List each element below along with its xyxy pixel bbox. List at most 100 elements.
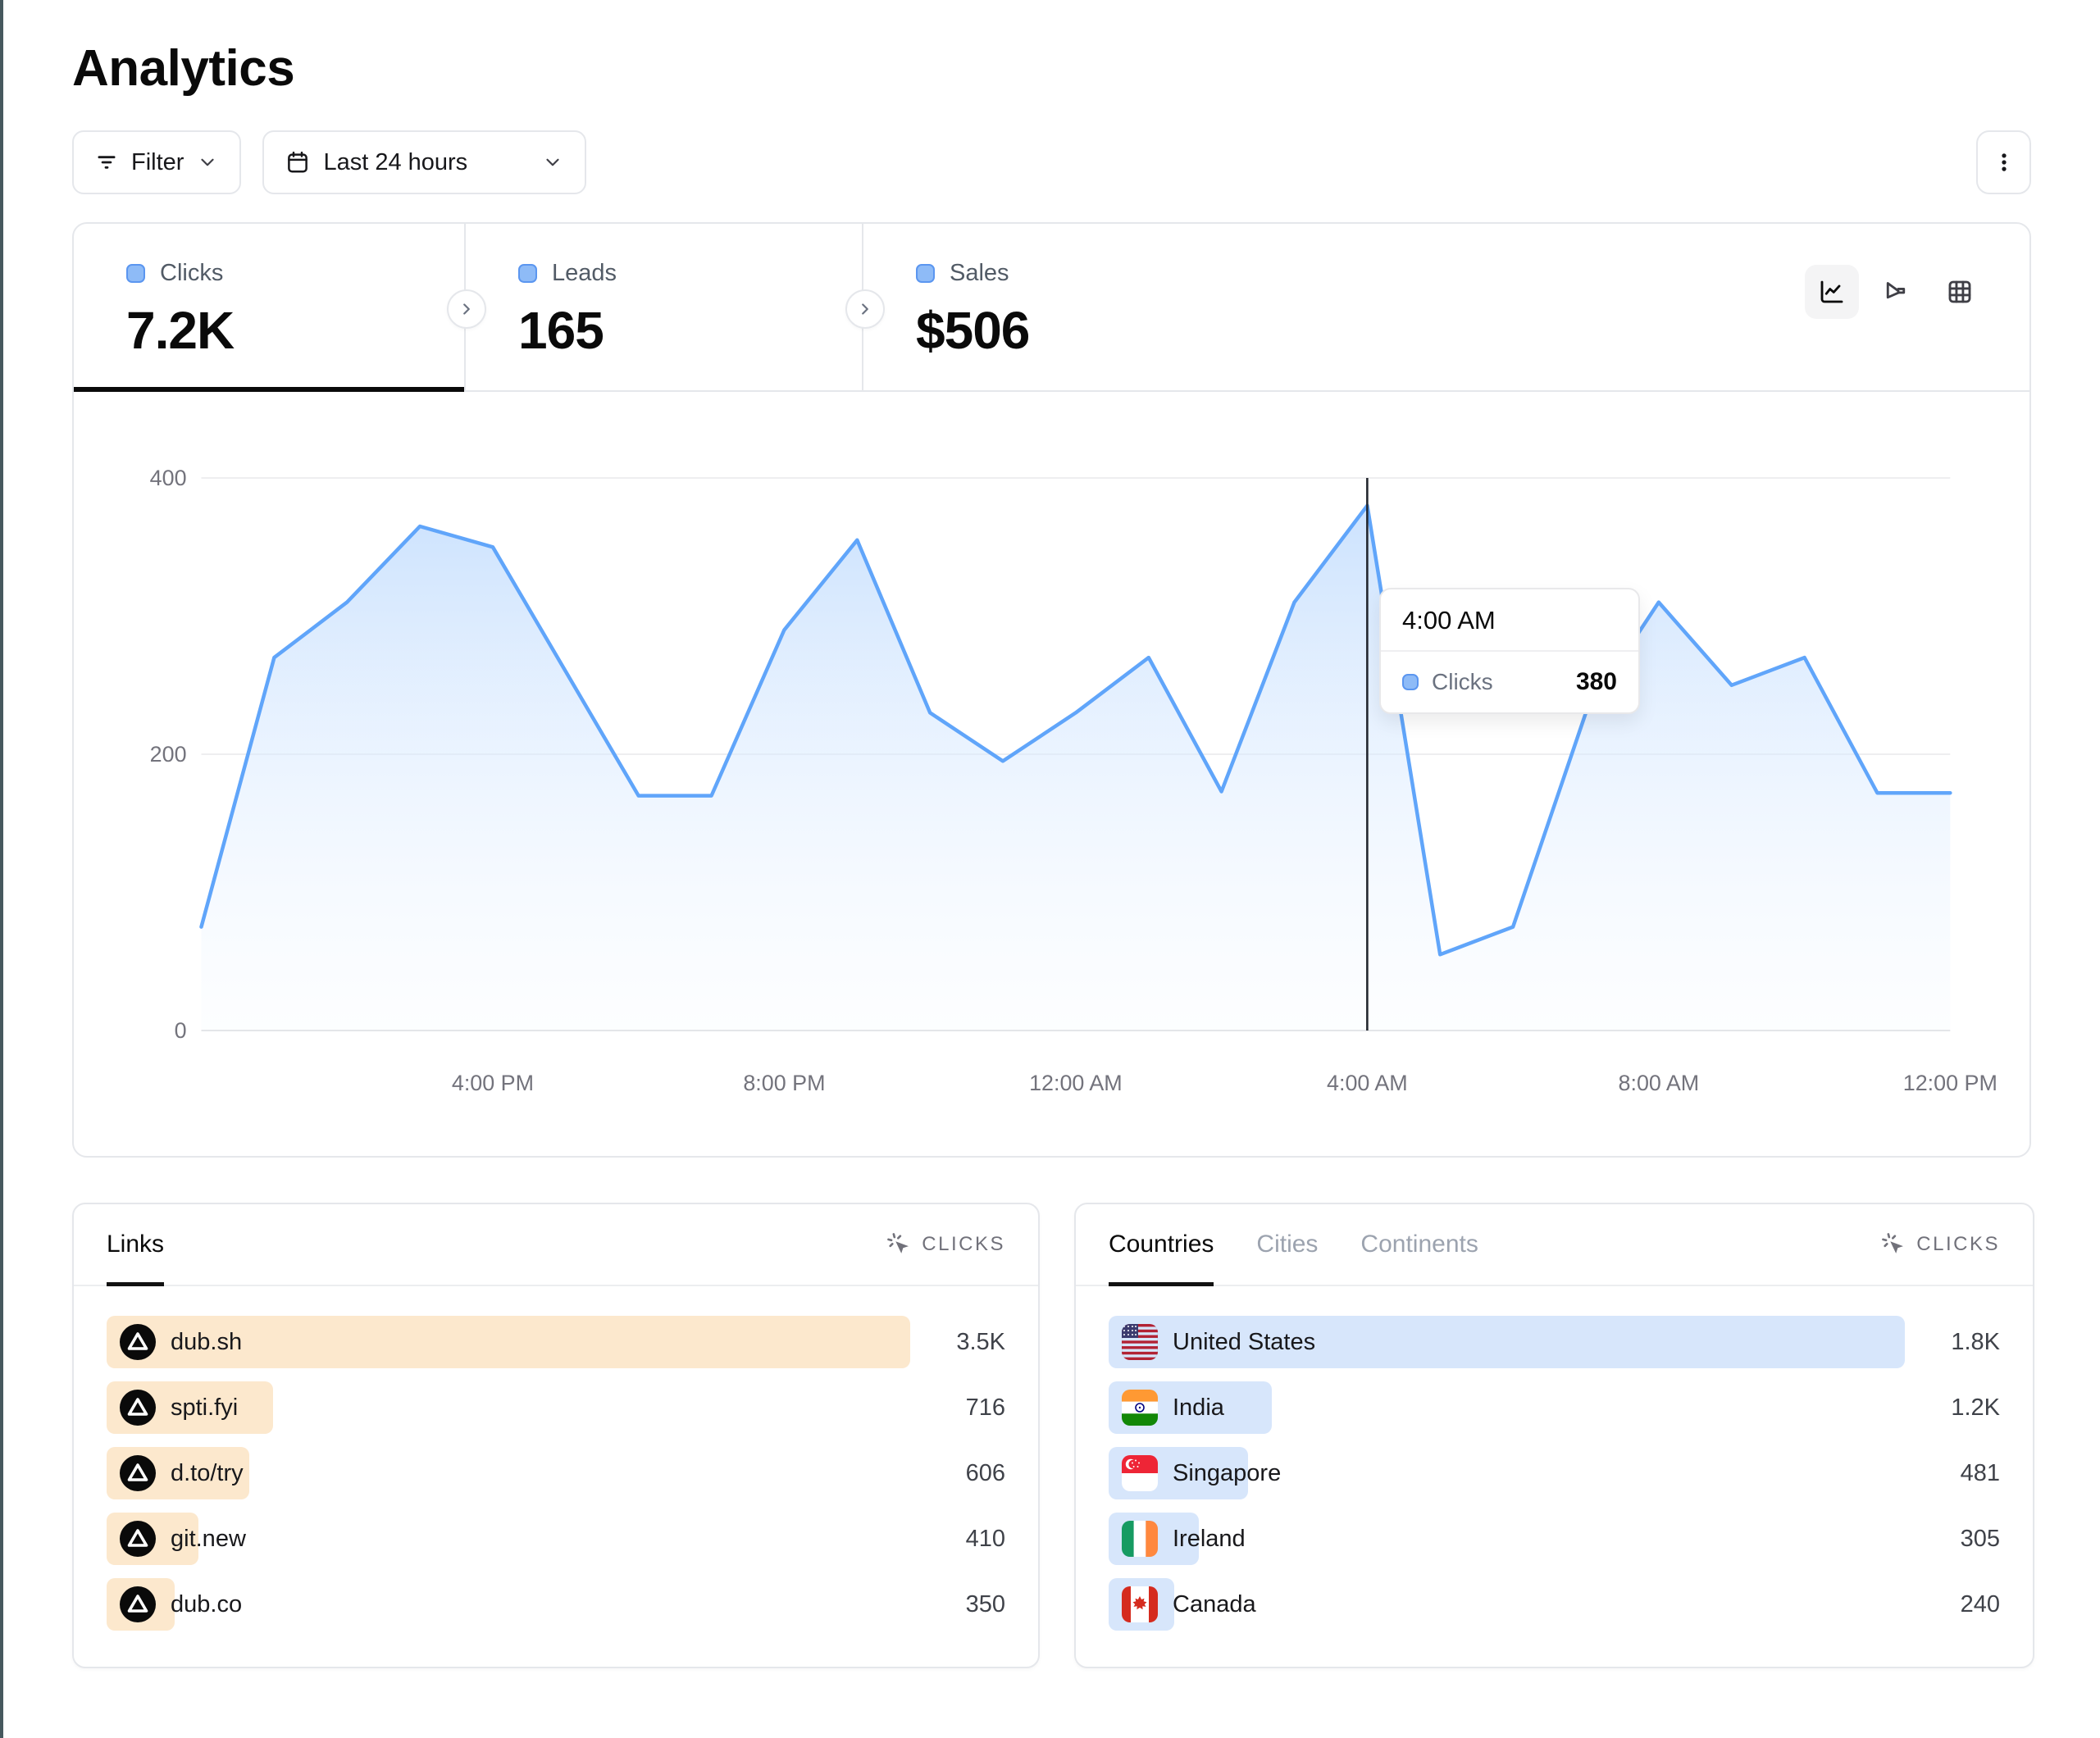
list-item-label: Singapore	[1173, 1459, 1282, 1486]
metric-label: CLICKS	[1916, 1233, 2000, 1255]
tab-continents-label: Continents	[1360, 1231, 1478, 1258]
list-item[interactable]: India 1.2K	[1109, 1381, 2000, 1434]
sg-flag	[1122, 1455, 1158, 1491]
links-metric-selector[interactable]: CLICKS	[886, 1231, 1005, 1258]
links-panel-header: Links CLICKS	[74, 1204, 1038, 1286]
list-item-label: spti.fyi	[171, 1394, 239, 1421]
list-item[interactable]: dub.co 350	[107, 1578, 1005, 1631]
list-item[interactable]: Ireland 305	[1109, 1513, 2000, 1565]
list-item[interactable]: Singapore 481	[1109, 1447, 2000, 1499]
in-flag	[1122, 1390, 1158, 1426]
list-item-label: Canada	[1173, 1590, 1256, 1617]
ireland-flag-icon	[1122, 1521, 1158, 1557]
filter-button[interactable]: Filter	[72, 130, 242, 194]
cursor-click-icon	[1882, 1233, 1904, 1253]
filter-lines-icon	[95, 151, 118, 174]
list-item-label: United States	[1173, 1328, 1316, 1355]
more-menu-button[interactable]	[1976, 130, 2031, 194]
tab-cities[interactable]: Cities	[1256, 1204, 1318, 1285]
chart-tooltip: 4:00 AM Clicks 380	[1379, 588, 1640, 714]
tooltip-value: 380	[1575, 668, 1617, 695]
tab-continents[interactable]: Continents	[1360, 1204, 1478, 1285]
stat-label: Clicks	[160, 260, 224, 286]
date-range-label: Last 24 hours	[323, 148, 468, 175]
list-item-label: dub.sh	[171, 1328, 243, 1355]
stat-label: Sales	[950, 260, 1009, 286]
stat-tabs: Clicks 7.2K Leads 165 Sales $506	[74, 224, 2029, 392]
tooltip-legend-swatch	[1402, 674, 1419, 690]
list-item-value: 606	[965, 1459, 1005, 1486]
date-range-button[interactable]: Last 24 hours	[262, 130, 587, 194]
list-item-value: 350	[965, 1590, 1005, 1617]
filter-button-label: Filter	[131, 148, 184, 175]
funnel-view-button[interactable]	[1869, 265, 1923, 319]
list-item-value: 3.5K	[956, 1328, 1005, 1355]
clicks-legend-swatch	[126, 264, 145, 283]
dub-logo-icon	[120, 1586, 156, 1622]
ca-flag	[1122, 1586, 1158, 1622]
links-panel: Links CLICKS dub.sh 3.5K spti.fyi 716	[72, 1203, 1040, 1668]
dub-logo-icon	[120, 1390, 156, 1426]
list-item-label: Ireland	[1173, 1525, 1246, 1552]
clicks-value: 7.2K	[126, 301, 235, 360]
list-item[interactable]: git.new 410	[107, 1513, 1005, 1565]
tab-clicks[interactable]: Clicks 7.2K	[74, 224, 466, 392]
list-item-value: 305	[1960, 1525, 2000, 1552]
cursor-click-icon	[887, 1233, 909, 1253]
table-view-button[interactable]	[1933, 265, 1987, 319]
area-chart-canvas[interactable]: 0 200 400 4:00 PM 8:00 PM 12:00 AM 4:00 AM 8:00…	[74, 392, 2029, 1156]
india-flag-icon	[1122, 1390, 1158, 1426]
expand-leads-button[interactable]	[845, 289, 885, 329]
list-item-value: 1.2K	[1951, 1394, 2000, 1421]
list-item[interactable]: spti.fyi 716	[107, 1381, 1005, 1434]
page-title: Analytics	[72, 40, 295, 97]
svg-text:12:00 AM: 12:00 AM	[1029, 1071, 1123, 1095]
list-item-label: git.new	[171, 1525, 246, 1552]
tab-sales[interactable]: Sales $506	[863, 224, 2029, 390]
tab-links-label: Links	[107, 1231, 165, 1258]
sales-value: $506	[916, 301, 1030, 360]
sales-legend-swatch	[916, 264, 935, 283]
table-grid-icon	[1948, 280, 1971, 303]
svg-text:4:00 PM: 4:00 PM	[452, 1071, 534, 1095]
tooltip-time: 4:00 AM	[1402, 606, 1496, 635]
svg-text:8:00 AM: 8:00 AM	[1619, 1071, 1700, 1095]
countries-panel-header: Countries Cities Continents CLICKS	[1076, 1204, 2033, 1286]
clicks-time-series-chart[interactable]: 0 200 400 4:00 PM 8:00 PM 12:00 AM 4:00 AM 8:00…	[74, 392, 2029, 1156]
list-item[interactable]: United States 1.8K	[1109, 1316, 2000, 1368]
svg-text:400: 400	[150, 466, 187, 490]
countries-list: United States 1.8K India 1.2K Singapore …	[1076, 1286, 2033, 1631]
list-item[interactable]: d.to/try 606	[107, 1447, 1005, 1499]
calendar-icon	[285, 150, 310, 175]
svg-text:4:00 AM: 4:00 AM	[1327, 1071, 1408, 1095]
kebab-menu-icon	[1992, 150, 2016, 175]
expand-clicks-button[interactable]	[447, 289, 486, 329]
countries-metric-selector[interactable]: CLICKS	[1880, 1231, 2000, 1258]
tab-leads[interactable]: Leads 165	[466, 224, 863, 390]
dub-logo-icon	[120, 1586, 156, 1622]
svg-text:8:00 PM: 8:00 PM	[743, 1071, 825, 1095]
leads-legend-swatch	[518, 264, 537, 283]
tab-countries[interactable]: Countries	[1109, 1204, 1214, 1286]
list-item[interactable]: Canada 240	[1109, 1578, 2000, 1631]
list-item-label: d.to/try	[171, 1459, 244, 1486]
list-item-label: dub.co	[171, 1590, 243, 1617]
us-flag-icon	[1122, 1324, 1158, 1360]
analytics-chart-card: Clicks 7.2K Leads 165 Sales $506	[72, 222, 2031, 1158]
dub-logo-icon	[120, 1455, 156, 1491]
tooltip-series-label: Clicks	[1432, 669, 1493, 694]
canada-flag-icon	[1122, 1586, 1158, 1622]
dub-logo-icon	[120, 1324, 156, 1360]
links-list: dub.sh 3.5K spti.fyi 716 d.to/try 606 gi…	[74, 1286, 1038, 1631]
stat-label: Leads	[552, 260, 617, 286]
line-chart-view-button[interactable]	[1805, 265, 1859, 319]
list-item-label: India	[1173, 1394, 1224, 1421]
list-item-value: 481	[1960, 1459, 2000, 1486]
list-item[interactable]: dub.sh 3.5K	[107, 1316, 1005, 1368]
toolbar: Filter Last 24 hours	[72, 130, 2031, 194]
metric-label: CLICKS	[922, 1233, 1005, 1255]
list-item-value: 1.8K	[1951, 1328, 2000, 1355]
tab-links[interactable]: Links	[107, 1204, 165, 1286]
chart-view-toggle	[1805, 265, 1987, 319]
ie-flag	[1122, 1521, 1158, 1557]
